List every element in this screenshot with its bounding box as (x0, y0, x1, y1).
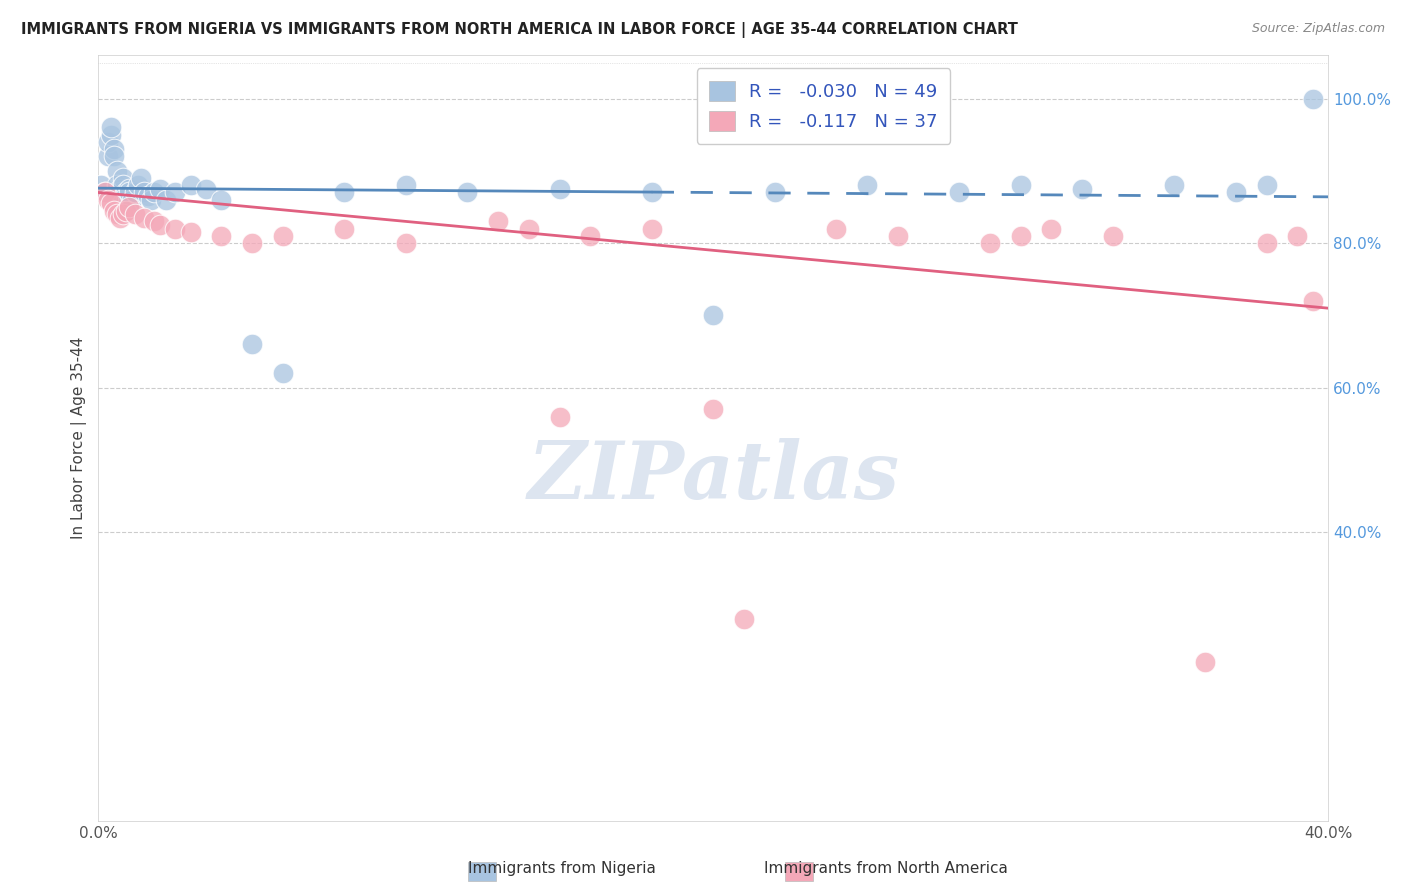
Point (271, 366, 294, 380)
Point (240, 337, 263, 351)
Point (1194, 656, 1216, 670)
Point (395, 236, 418, 251)
Point (121, 193, 143, 207)
Point (105, 163, 128, 178)
Point (139, 193, 162, 207)
Point (240, 236, 263, 251)
Point (136, 189, 159, 203)
Point (1302, 293, 1324, 308)
Point (108, 182, 131, 196)
Point (124, 186, 146, 200)
Point (115, 189, 138, 203)
Point (134, 186, 156, 200)
Point (886, 228, 908, 243)
Point (97, 135, 120, 149)
Text: ZIPatlas: ZIPatlas (527, 438, 900, 516)
Point (271, 228, 294, 243)
Point (100, 196, 122, 211)
Text: Source: ZipAtlas.com: Source: ZipAtlas.com (1251, 22, 1385, 36)
Point (142, 214, 165, 228)
Point (702, 402, 724, 417)
Point (194, 182, 217, 196)
Point (134, 211, 156, 225)
Point (180, 178, 202, 193)
Point (579, 228, 602, 243)
Point (486, 214, 509, 228)
Point (1286, 228, 1309, 243)
Point (209, 228, 232, 243)
Point (90, 178, 112, 193)
Point (118, 186, 141, 200)
Point (1040, 221, 1063, 235)
Point (111, 178, 134, 193)
Point (763, 186, 786, 200)
Point (115, 203, 138, 218)
Point (825, 221, 848, 235)
Point (702, 309, 724, 323)
Point (1102, 228, 1125, 243)
Point (118, 182, 141, 196)
Point (948, 186, 970, 200)
Point (395, 178, 418, 193)
Point (1256, 178, 1278, 193)
Point (733, 612, 755, 626)
Text: Immigrants from Nigeria: Immigrants from Nigeria (468, 861, 657, 876)
Legend: R =   -0.030   N = 49, R =   -0.117   N = 37: R = -0.030 N = 49, R = -0.117 N = 37 (697, 68, 950, 144)
Y-axis label: In Labor Force | Age 35-44: In Labor Force | Age 35-44 (72, 337, 87, 540)
Point (127, 178, 149, 193)
Point (149, 182, 172, 196)
Point (548, 182, 571, 196)
Point (456, 186, 478, 200)
Point (979, 236, 1001, 251)
Point (165, 186, 187, 200)
Point (131, 171, 153, 186)
Point (548, 409, 571, 424)
Point (155, 193, 177, 207)
Point (641, 221, 664, 235)
Point (333, 186, 356, 200)
Point (97, 193, 120, 207)
Point (209, 193, 232, 207)
Point (103, 203, 125, 218)
Point (124, 207, 146, 221)
Point (100, 128, 122, 142)
Point (108, 186, 131, 200)
Point (149, 218, 172, 232)
Point (1302, 91, 1324, 105)
Point (1163, 178, 1185, 193)
Point (142, 186, 165, 200)
Point (108, 211, 131, 225)
Point (111, 171, 134, 186)
Point (103, 142, 125, 156)
Point (93, 186, 115, 200)
Point (111, 207, 134, 221)
Point (103, 149, 125, 163)
Point (105, 178, 128, 193)
Point (1010, 178, 1032, 193)
Point (115, 186, 138, 200)
Point (105, 207, 128, 221)
Text: IMMIGRANTS FROM NIGERIA VS IMMIGRANTS FROM NORTH AMERICA IN LABOR FORCE | AGE 35: IMMIGRANTS FROM NIGERIA VS IMMIGRANTS FR… (21, 22, 1018, 38)
Point (1010, 228, 1032, 243)
Point (97, 149, 120, 163)
Text: Immigrants from North America: Immigrants from North America (763, 861, 1008, 876)
Point (641, 186, 664, 200)
Point (1256, 236, 1278, 251)
Point (93, 186, 115, 200)
Point (180, 225, 202, 239)
Point (1071, 182, 1094, 196)
Point (1225, 186, 1247, 200)
Point (100, 120, 122, 135)
Point (165, 221, 187, 235)
Point (333, 221, 356, 235)
Point (517, 221, 540, 235)
Point (856, 178, 879, 193)
Point (118, 200, 141, 214)
